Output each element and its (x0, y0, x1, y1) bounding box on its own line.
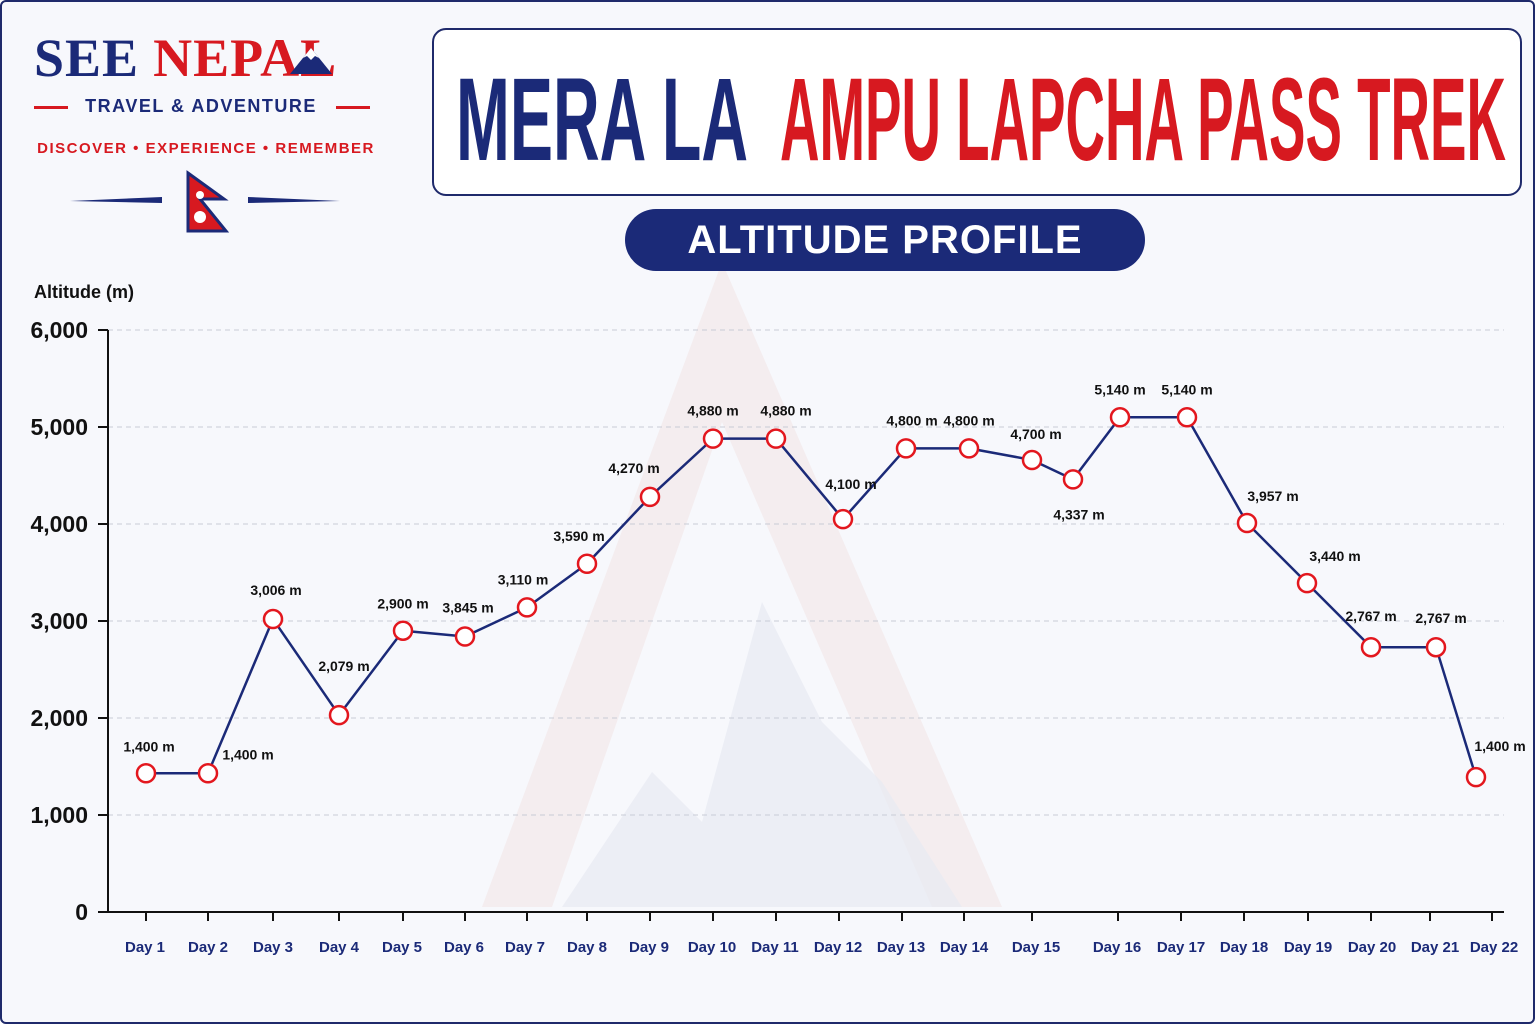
marker-point-5 (392, 620, 414, 641)
marker-point-17 (1109, 407, 1131, 428)
marker-point-15 (1021, 449, 1043, 471)
x-tick-label: Day 10 (688, 939, 736, 956)
data-label-5: 2,900 m (377, 596, 428, 612)
x-tick-label: Day 1 (125, 939, 165, 956)
x-tick-label: Day 20 (1348, 939, 1396, 956)
x-tick-label: Day 17 (1157, 939, 1205, 956)
tagline-dash-right (336, 106, 370, 109)
data-label-14: 4,800 m (943, 412, 994, 428)
data-label-23: 1,400 m (1474, 738, 1525, 754)
x-tick-label: Day 2 (188, 939, 228, 956)
marker-point-16 (1062, 469, 1084, 490)
data-label-15: 4,700 m (1010, 426, 1061, 442)
data-label-4: 2,079 m (318, 658, 369, 674)
data-label-6: 3,845 m (442, 600, 493, 616)
marker-point-4 (328, 704, 350, 726)
y-tick-label: 5,000 (30, 414, 88, 440)
x-tick-label: Day 6 (444, 939, 484, 956)
data-label-8: 3,590 m (553, 528, 604, 544)
data-label-22: 2,767 m (1415, 610, 1466, 626)
x-tick-label: Day 4 (319, 939, 360, 956)
data-label-16: 4,337 m (1053, 506, 1104, 522)
marker-point-7 (516, 597, 538, 618)
data-label-1: 1,400 m (123, 738, 174, 754)
x-tick-label: Day 14 (940, 939, 989, 956)
marker-point-8 (576, 553, 598, 575)
grid-lines (108, 329, 1504, 816)
altitude-series (146, 416, 1478, 778)
y-tick-label: 4,000 (30, 511, 88, 537)
y-axis-title: Altitude (m) (34, 282, 134, 302)
marker-point-11 (765, 428, 787, 449)
marker-point-1 (135, 763, 157, 784)
marker-point-2 (197, 763, 219, 784)
y-tick-label: 1,000 (30, 802, 88, 828)
marker-point-10 (702, 428, 724, 449)
marker-point-21 (1360, 636, 1382, 658)
marker-point-14 (958, 438, 980, 459)
marker-point-9 (639, 486, 661, 508)
data-markers (135, 407, 1487, 788)
brand-tagline: TRAVEL & ADVENTURE (85, 96, 317, 116)
data-label-2: 1,400 m (222, 746, 273, 762)
nepal-flag-icon (70, 170, 340, 233)
x-tick-label: Day 15 (1012, 939, 1060, 956)
x-tick-label: Day 11 (751, 939, 799, 956)
y-tick-label: 3,000 (30, 608, 88, 634)
marker-point-23 (1465, 766, 1487, 788)
data-label-20: 3,440 m (1309, 548, 1360, 564)
marker-point-22 (1425, 636, 1447, 658)
x-tick-label: Day 19 (1284, 939, 1332, 956)
marker-point-20 (1296, 572, 1318, 594)
title-box: MERA LA AMPU LAPCHA PASS TREK (432, 28, 1522, 196)
x-tick-label: Day 3 (253, 939, 293, 956)
marker-point-18 (1176, 407, 1198, 428)
x-tick-label: Day 22 (1470, 939, 1518, 956)
marker-point-12 (832, 508, 854, 530)
data-label-13: 4,800 m (886, 412, 937, 428)
title-part2: AMPU LAPCHA PASS TREK (780, 54, 1506, 186)
x-tick-label: Day 16 (1093, 939, 1141, 956)
x-tick-label: Day 21 (1411, 939, 1459, 956)
brand-see: SEE (34, 28, 140, 88)
data-label-11: 4,880 m (760, 403, 811, 419)
chart-axes: 0 1,000 2,000 3,000 4,000 5,000 6,000 Day 1 Day … (30, 317, 1518, 956)
y-tick-label: 0 (75, 899, 88, 925)
x-tick-label: Day 5 (382, 939, 422, 956)
data-label-18: 5,140 m (1161, 381, 1212, 397)
data-label-17: 5,140 m (1094, 381, 1145, 397)
brand-logo: SEE NEPAL TRAVEL & ADVENTURE DISCOVER • E… (26, 24, 396, 234)
marker-point-19 (1236, 512, 1258, 534)
brand-name: SEE NEPAL (34, 28, 337, 88)
y-tick-label: 2,000 (30, 705, 88, 731)
x-tick-label: Day 13 (877, 939, 925, 956)
data-label-19: 3,957 m (1247, 488, 1298, 504)
data-label-7: 3,110 m (498, 571, 549, 587)
marker-point-6 (454, 626, 476, 647)
marker-point-13 (895, 438, 917, 459)
page-title: MERA LA AMPU LAPCHA PASS TREK (456, 54, 1506, 186)
data-label-10: 4,880 m (687, 403, 738, 419)
marker-point-3 (262, 608, 284, 630)
y-tick-label: 6,000 (30, 317, 88, 343)
data-labels: 1,400 m 1,400 m 3,006 m 2,079 m 2,900 m 3,845… (123, 381, 1525, 762)
x-tick-label: Day 12 (814, 939, 862, 956)
x-tick-label: Day 18 (1220, 939, 1268, 956)
x-tick-label: Day 8 (567, 939, 607, 956)
x-tick-label: Day 9 (629, 939, 669, 956)
x-tick-label: Day 7 (505, 939, 545, 956)
data-label-12: 4,100 m (825, 476, 876, 492)
altitude-line (146, 416, 1478, 778)
subtitle-pill: ALTITUDE PROFILE (625, 209, 1145, 271)
data-label-3: 3,006 m (250, 582, 301, 598)
brand-motto: DISCOVER • EXPERIENCE • REMEMBER (37, 140, 375, 157)
data-label-21: 2,767 m (1345, 608, 1396, 624)
title-part1: MERA LA (456, 54, 748, 186)
tagline-dash-left (34, 106, 68, 109)
data-label-9: 4,270 m (608, 460, 659, 476)
mountain-peak-icon (290, 48, 332, 74)
